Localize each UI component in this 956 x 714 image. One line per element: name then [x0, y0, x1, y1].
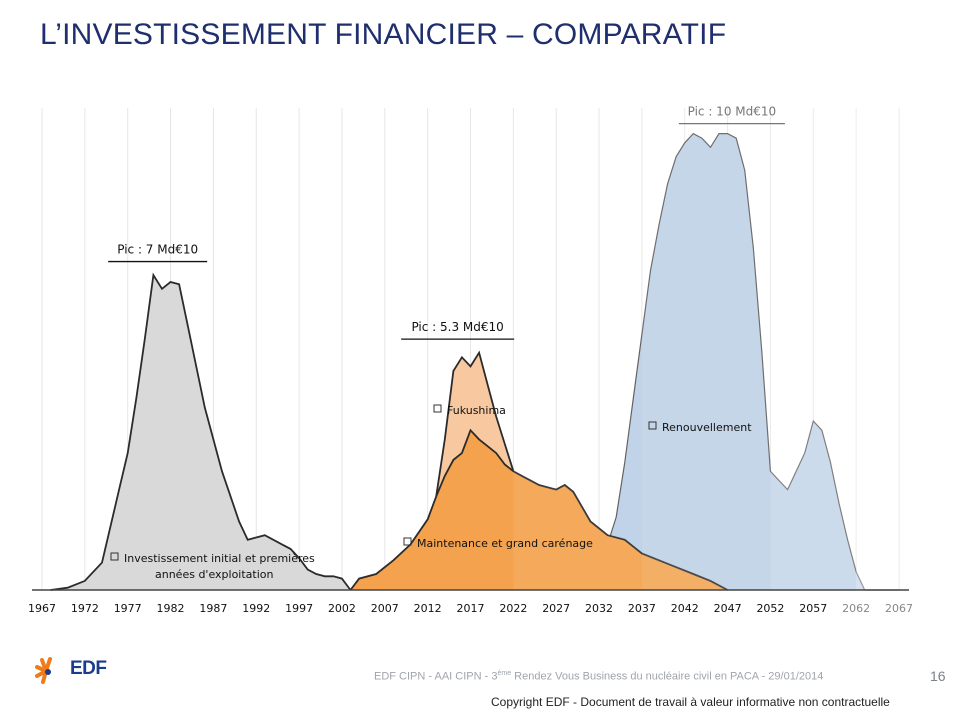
series-label: Maintenance et grand carénage	[417, 537, 593, 550]
x-tick-label: 2067	[885, 602, 913, 615]
x-tick-label: 1997	[285, 602, 313, 615]
line-initial	[50, 272, 352, 591]
x-tick-label: 1972	[71, 602, 99, 615]
shade-2062	[856, 108, 899, 590]
x-tick-label: 1982	[157, 602, 185, 615]
peak-label: Pic : 10 Md€10	[688, 105, 777, 119]
legend-marker	[403, 537, 412, 546]
area-initial	[50, 275, 351, 590]
footer-event-pre: EDF CIPN - AAI CIPN - 3	[374, 670, 498, 683]
x-tick-label: 2032	[585, 602, 613, 615]
x-tick-label: 2052	[756, 602, 784, 615]
footer-event-post: Rendez Vous Business du nucléaire civil …	[511, 670, 824, 683]
x-tick-label: 1987	[199, 602, 227, 615]
line-renouvellement	[598, 132, 899, 591]
x-tick-label: 2017	[457, 602, 485, 615]
series-label: années d'exploitation	[155, 568, 274, 581]
edf-logo: EDF	[34, 654, 114, 688]
shade-2052	[770, 108, 899, 590]
x-tick-label: 1992	[242, 602, 270, 615]
x-axis-ticks: 1967 1972 1977 1982 1987 1992 1997 2002 2007 2012…	[28, 589, 913, 615]
legend-marker	[433, 404, 442, 413]
series-label: Investissement initial et premières	[124, 552, 315, 565]
area-maintenance	[350, 430, 728, 590]
line-fukushima	[435, 350, 515, 497]
line-maintenance	[349, 428, 729, 591]
shade-2022	[513, 108, 899, 590]
x-tick-label: 2062	[842, 602, 870, 615]
area-fukushima	[436, 352, 514, 497]
peak-label: Pic : 5.3 Md€10	[411, 320, 503, 334]
footer-event-sup: ème	[497, 670, 512, 677]
legend-marker	[110, 552, 119, 561]
x-tick-label: 2027	[542, 602, 570, 615]
chart-areas	[50, 132, 899, 591]
legend-marker	[648, 421, 657, 430]
peak-label: Pic : 7 Md€10	[117, 243, 198, 257]
shade-2037	[641, 108, 899, 590]
logo-text: EDF	[70, 658, 107, 679]
chart-overlay	[513, 108, 899, 590]
series-label: Renouvellement	[662, 421, 752, 434]
x-tick-label: 2002	[328, 602, 356, 615]
area-renouvellement	[599, 133, 899, 590]
investment-area-chart: 1967 1972 1977 1982 1987 1992 1997 2002 2007 2012…	[28, 105, 913, 615]
x-tick-label: 1967	[28, 602, 56, 615]
edf-logo-icon	[35, 657, 52, 684]
x-tick-label: 2022	[499, 602, 527, 615]
x-tick-label: 2057	[799, 602, 827, 615]
copyright-note: Copyright EDF - Document de travail à va…	[491, 695, 890, 709]
series-label: Fukushima	[447, 404, 506, 417]
x-tick-label: 2037	[628, 602, 656, 615]
chart-labels: Pic : 7 Md€10 Pic : 5.3 Md€10 Pic : 10 Md€…	[108, 105, 785, 581]
x-tick-label: 2042	[671, 602, 699, 615]
x-tick-label: 2047	[714, 602, 742, 615]
x-tick-label: 2012	[414, 602, 442, 615]
x-tick-label: 2007	[371, 602, 399, 615]
x-tick-label: 1977	[114, 602, 142, 615]
page-number: 16	[930, 668, 946, 684]
footer-event: EDF CIPN - AAI CIPN - 3ème Rendez Vous B…	[374, 670, 823, 683]
page-title: L’INVESTISSEMENT FINANCIER – COMPARATIF	[40, 18, 727, 51]
